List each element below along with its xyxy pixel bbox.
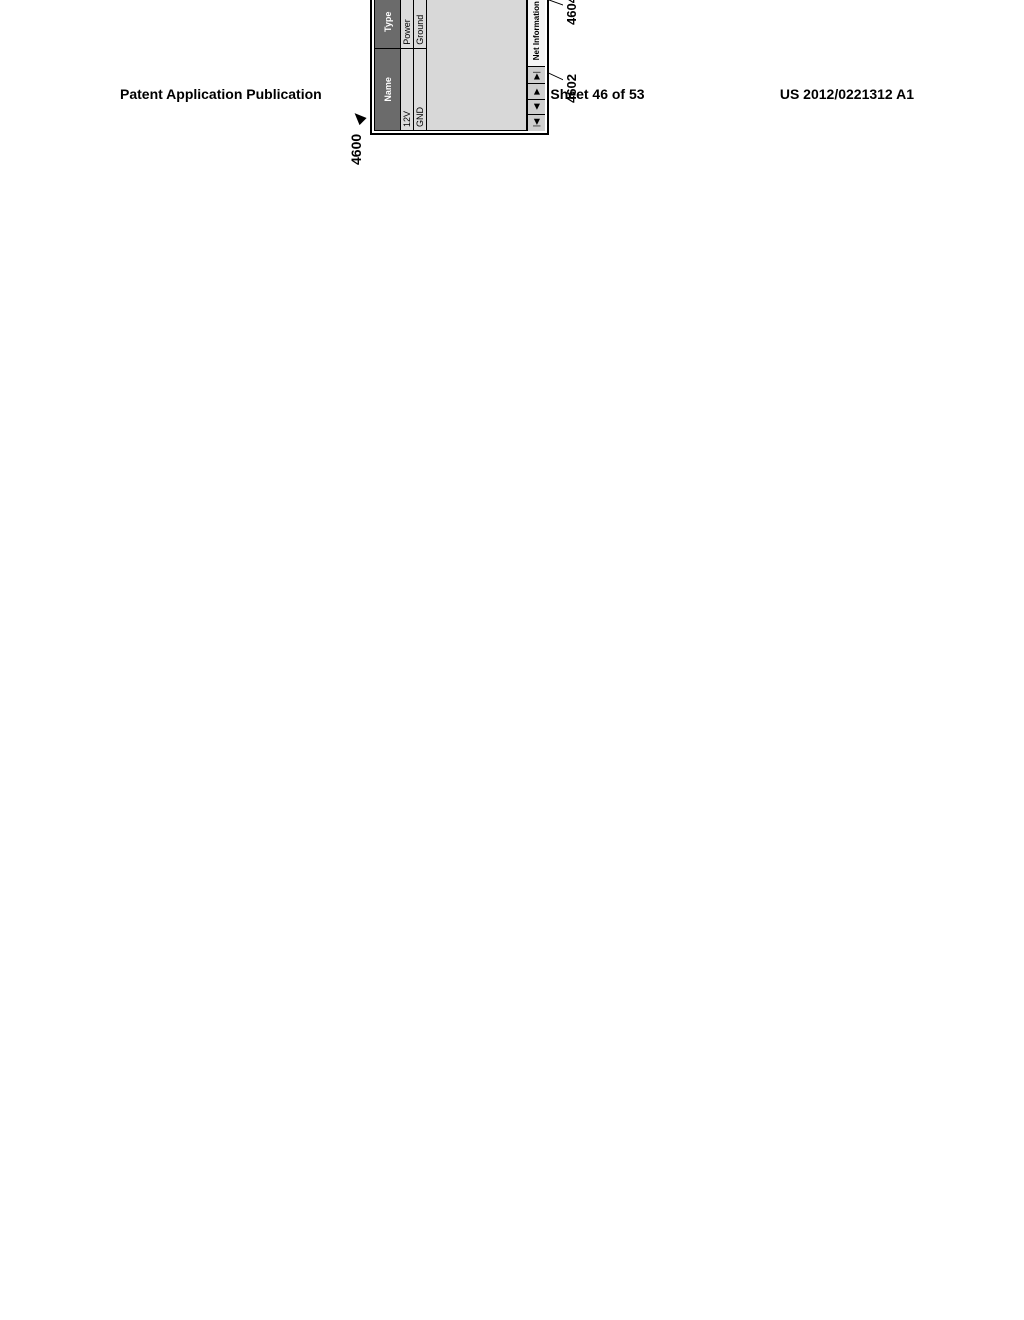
- leader-line-4604: [549, 0, 563, 6]
- data-panel: Name Type Voltage Impedance Voltage IRDr…: [370, 0, 549, 135]
- ref-4604: 4604: [564, 0, 579, 25]
- header-left: Patent Application Publication: [120, 86, 322, 102]
- header-right: US 2012/0221312 A1: [780, 86, 914, 102]
- ref-4600-label: 4600: [348, 134, 364, 165]
- nav-last-button[interactable]: ▶|: [528, 66, 545, 83]
- col-type[interactable]: Type: [375, 0, 401, 48]
- ref-4602: 4602: [564, 74, 579, 103]
- leader-line-4602: [549, 73, 563, 81]
- nav-next-button[interactable]: ▶: [528, 83, 545, 98]
- tab-net-information[interactable]: Net Information: [528, 0, 545, 66]
- cell[interactable]: GND: [414, 48, 427, 130]
- figure-area: 4600 Name Type Voltage: [370, 0, 549, 135]
- cell[interactable]: 12V: [401, 48, 414, 130]
- empty-rows-area: [427, 0, 527, 131]
- table-row[interactable]: GND Ground 0 V 0 V 0 V 0 A 0 A 0 A/mm2 0…: [414, 0, 427, 131]
- arrow-icon: [351, 109, 367, 125]
- cell[interactable]: Power: [401, 0, 414, 48]
- cell[interactable]: Ground: [414, 0, 427, 48]
- nav-prev-button[interactable]: ◀: [528, 99, 545, 114]
- nav-first-button[interactable]: |◀: [528, 114, 545, 131]
- net-table: Name Type Voltage Impedance Voltage IRDr…: [374, 0, 427, 131]
- col-name[interactable]: Name: [375, 48, 401, 130]
- ref-4600: 4600: [348, 118, 364, 165]
- table-row[interactable]: 12V Power 12 V 5 % 24 mOhm 6.30019 ohm 0…: [401, 0, 414, 131]
- tabs-bar: |◀ ◀ ▶ ▶| Net Information Stack up ▶: [527, 0, 545, 131]
